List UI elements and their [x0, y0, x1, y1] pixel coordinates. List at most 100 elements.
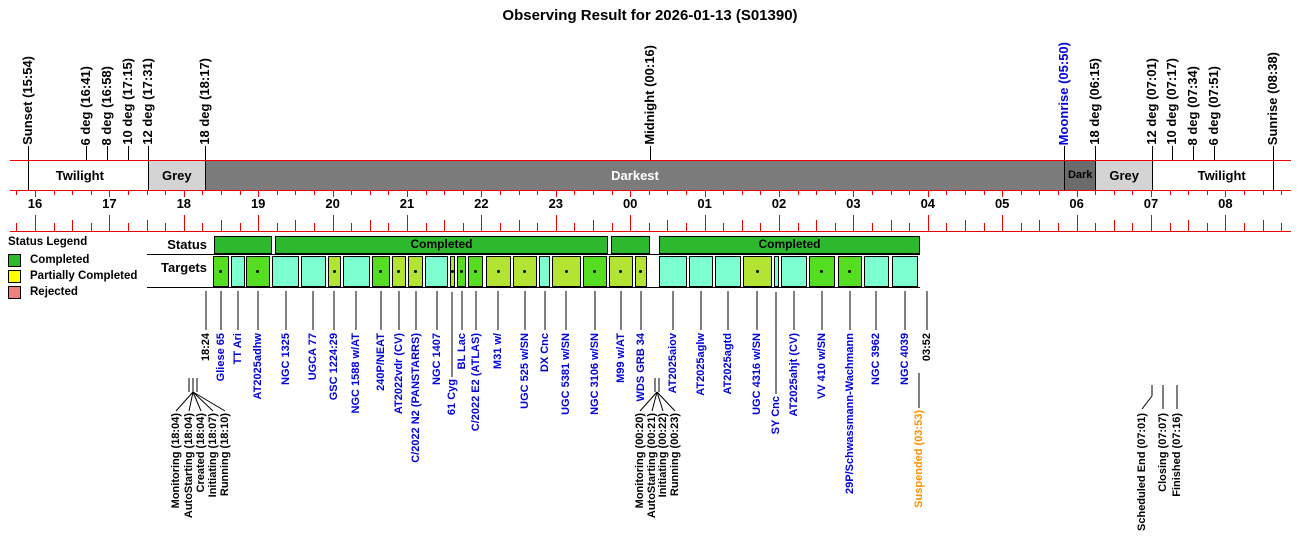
quarter-tick-lower [1281, 223, 1282, 231]
quarter-tick-upper [909, 190, 910, 195]
status-segment [214, 236, 272, 254]
band-event-line [28, 160, 29, 190]
quarter-tick-lower [1114, 220, 1115, 231]
status-legend: Status Legend Completed Partially Comple… [8, 236, 137, 301]
quarter-tick-lower [816, 220, 817, 231]
target-label: AT2025agtd [722, 333, 734, 395]
quarter-tick-lower [723, 223, 724, 231]
quarter-tick-upper [798, 190, 799, 195]
target-label: 29P/Schwassmann-Wachmann [844, 333, 856, 494]
quarter-tick-lower [388, 223, 389, 231]
top-event-tick [1193, 146, 1194, 160]
hour-label: 06 [1069, 196, 1084, 211]
hour-tick-upper [705, 190, 706, 197]
quarter-tick-upper [72, 190, 73, 195]
target-cell [392, 256, 406, 287]
quarter-tick-upper [1058, 190, 1059, 195]
target-label: UGC 525 w/SN [519, 333, 531, 409]
target-cell [213, 256, 229, 287]
quarter-tick-upper [54, 190, 55, 195]
quarter-tick-lower [667, 220, 668, 231]
quarter-tick-lower [314, 223, 315, 231]
quarter-tick-lower [593, 220, 594, 231]
target-cell [659, 256, 687, 287]
quarter-tick-lower [1244, 223, 1245, 231]
target-cell [272, 256, 299, 287]
quarter-tick-upper [537, 190, 538, 195]
quarter-tick-upper [91, 190, 92, 195]
quarter-tick-upper [388, 190, 389, 195]
legend-swatch-completed [8, 253, 21, 267]
hour-label: 08 [1218, 196, 1233, 211]
quarter-tick-upper [1132, 190, 1133, 195]
target-dot-marker [848, 269, 851, 273]
quarter-tick-upper [314, 190, 315, 195]
quarter-tick-lower [463, 223, 464, 231]
legend-label: Partially Completed [30, 270, 138, 282]
top-event-label: 12 deg (17:31) [139, 58, 155, 145]
target-label: 03:52 [921, 333, 933, 362]
quarter-tick-upper [519, 190, 520, 195]
top-event-tick [1152, 146, 1153, 160]
quarter-tick-lower [91, 223, 92, 231]
quarter-tick-upper [1114, 190, 1115, 195]
bottom-event-label: Finished (07:16) [1171, 413, 1183, 497]
top-event-label: 10 deg (17:15) [120, 58, 135, 145]
hour-tick-upper [481, 190, 482, 197]
target-dot-marker [564, 269, 568, 273]
quarter-tick-upper [872, 190, 873, 195]
target-dot-marker [332, 269, 336, 273]
hour-tick-lower [184, 215, 185, 231]
quarter-tick-upper [593, 190, 594, 195]
target-label: NGC 3106 w/SN [589, 333, 601, 415]
hour-tick-upper [779, 190, 780, 197]
quarter-tick-upper [1021, 190, 1022, 195]
legend-item-completed: Completed [8, 253, 137, 267]
quarter-tick-upper [1207, 190, 1208, 195]
hour-label: 00 [622, 196, 638, 211]
quarter-tick-lower [686, 223, 687, 231]
top-event-tick [86, 146, 87, 160]
hour-label: 22 [474, 196, 489, 211]
callout-label: SY Cnc [770, 396, 782, 435]
target-cell [864, 256, 889, 287]
hour-label: 20 [325, 196, 340, 211]
quarter-tick-upper [965, 190, 966, 195]
status-segment: Completed [275, 236, 608, 254]
target-cell [774, 256, 779, 287]
hour-tick-upper [35, 190, 36, 197]
band-event-line [1273, 160, 1274, 190]
bottom-event-label: Scheduled End (07:01) [1136, 413, 1148, 531]
quarter-tick-upper [240, 190, 241, 195]
quarter-tick-lower [1188, 220, 1189, 231]
bottom-event-label: Running (18:10) [219, 413, 231, 497]
hour-label: 02 [771, 196, 787, 211]
hour-tick-lower [333, 215, 334, 231]
status-segment: Completed [659, 236, 920, 254]
quarter-tick-upper [891, 190, 892, 195]
target-cell [689, 256, 713, 287]
target-dot-marker [523, 269, 526, 273]
hour-tick-lower [481, 215, 482, 231]
target-dot-marker [256, 269, 259, 273]
quarter-tick-upper [1188, 190, 1189, 195]
target-label: AT2022vdr (CV) [393, 333, 405, 415]
hour-label: 21 [399, 196, 415, 211]
hour-tick-upper [1151, 190, 1152, 197]
target-dot-marker [219, 269, 222, 273]
target-cell [781, 256, 807, 287]
target-cell [246, 256, 270, 287]
hour-label: 07 [1143, 196, 1159, 211]
target-cell [809, 256, 835, 287]
quarter-tick-lower [835, 223, 836, 231]
quarter-tick-lower [1039, 220, 1040, 231]
target-label: AT2025adhw [252, 333, 264, 400]
target-dot-marker [459, 269, 463, 273]
target-cell [231, 256, 245, 287]
band-bottom-line [10, 190, 1291, 191]
legend-swatch-partially-completed [8, 269, 21, 283]
quarter-tick-upper [946, 190, 947, 195]
callout-label: Suspended (03:53) [913, 410, 925, 508]
hour-tick-lower [556, 215, 557, 231]
